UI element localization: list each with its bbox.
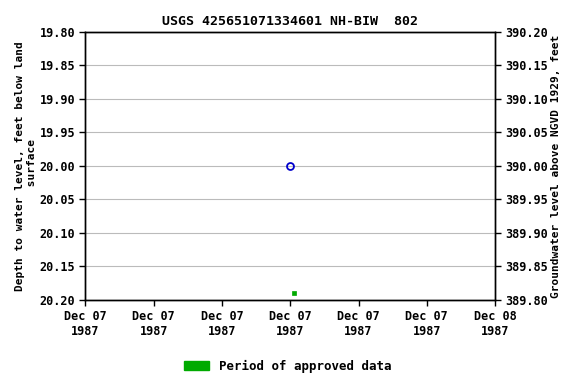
Y-axis label: Groundwater level above NGVD 1929, feet: Groundwater level above NGVD 1929, feet xyxy=(551,34,561,298)
Y-axis label: Depth to water level, feet below land
 surface: Depth to water level, feet below land su… xyxy=(15,41,37,291)
Legend: Period of approved data: Period of approved data xyxy=(179,355,397,378)
Title: USGS 425651071334601 NH-BIW  802: USGS 425651071334601 NH-BIW 802 xyxy=(162,15,418,28)
